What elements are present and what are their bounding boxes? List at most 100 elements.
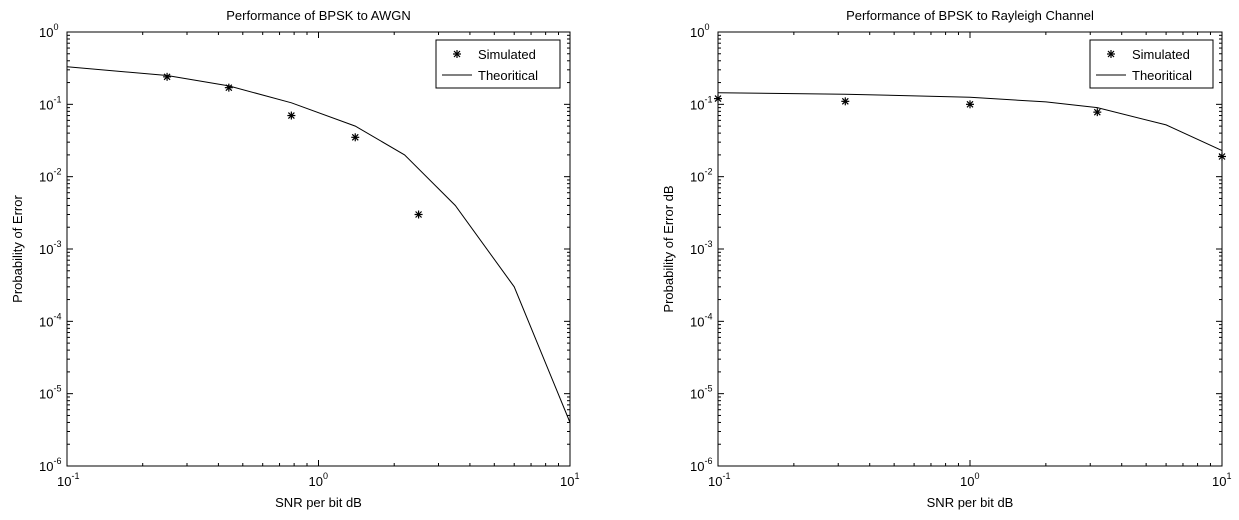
y-tick-base: 10 bbox=[690, 387, 704, 402]
simulated-point bbox=[287, 111, 296, 120]
y-tick-exponent: -5 bbox=[704, 384, 712, 394]
y-tick-exponent: -3 bbox=[704, 239, 712, 249]
y-tick-exponent: -2 bbox=[53, 167, 61, 177]
y-axis-label: Probability of Error dB bbox=[661, 185, 676, 312]
simulated-point bbox=[351, 133, 360, 142]
theoretical-curve bbox=[67, 66, 570, 423]
y-tick-label: 10-5 bbox=[690, 384, 712, 402]
y-tick-label: 10-5 bbox=[39, 384, 61, 402]
marker-stroke bbox=[1093, 108, 1101, 116]
y-tick-base: 10 bbox=[39, 314, 53, 329]
marker-stroke bbox=[841, 97, 849, 105]
x-tick-label: 100 bbox=[309, 471, 328, 489]
x-tick-label: 100 bbox=[960, 471, 979, 489]
y-tick-exponent: 0 bbox=[704, 22, 709, 32]
x-axis-label: SNR per bit dB bbox=[275, 495, 362, 510]
marker-stroke bbox=[163, 73, 171, 81]
marker-stroke bbox=[351, 133, 359, 141]
simulated-point bbox=[714, 94, 722, 103]
y-tick-label: 10-6 bbox=[39, 456, 61, 474]
legend-marker-swatch bbox=[1107, 50, 1115, 58]
simulated-point bbox=[841, 97, 850, 106]
y-tick-base: 10 bbox=[690, 25, 704, 40]
y-tick-exponent: -5 bbox=[53, 384, 61, 394]
y-tick-label: 10-4 bbox=[690, 311, 712, 329]
x-tick-exponent: 0 bbox=[974, 471, 979, 481]
simulated-point bbox=[1093, 108, 1102, 117]
y-tick-base: 10 bbox=[690, 170, 704, 185]
marker-stroke bbox=[966, 100, 974, 108]
y-tick-exponent: -6 bbox=[53, 456, 61, 466]
y-tick-exponent: 0 bbox=[53, 22, 58, 32]
y-tick-label: 10-4 bbox=[39, 311, 61, 329]
y-tick-base: 10 bbox=[39, 170, 53, 185]
x-tick-exponent: 0 bbox=[323, 471, 328, 481]
y-tick-label: 10-1 bbox=[39, 94, 61, 112]
x-tick-base: 10 bbox=[960, 474, 974, 489]
x-tick-label: 101 bbox=[1212, 471, 1231, 489]
x-tick-base: 10 bbox=[57, 474, 71, 489]
marker-stroke bbox=[1107, 50, 1115, 58]
legend-entry-label: Simulated bbox=[478, 47, 536, 62]
x-tick-exponent: -1 bbox=[722, 471, 730, 481]
y-tick-label: 10-3 bbox=[39, 239, 61, 257]
y-tick-base: 10 bbox=[690, 242, 704, 257]
minor-ticks bbox=[67, 32, 570, 466]
x-axis-label: SNR per bit dB bbox=[927, 495, 1014, 510]
y-tick-exponent: -6 bbox=[704, 456, 712, 466]
simulated-point bbox=[224, 83, 233, 92]
legend-box bbox=[1089, 39, 1214, 89]
chart-panel-1: 10-1 100 10110-610-510-410-310-210-1100Per… bbox=[10, 8, 579, 510]
legend: Simulated Theoritical bbox=[435, 39, 561, 89]
simulated-point bbox=[163, 72, 172, 81]
y-tick-label: 10-3 bbox=[690, 239, 712, 257]
y-tick-base: 10 bbox=[39, 25, 53, 40]
y-tick-exponent: -4 bbox=[53, 311, 61, 321]
marker-stroke bbox=[1218, 153, 1226, 160]
legend-marker-swatch bbox=[453, 50, 461, 58]
y-tick-base: 10 bbox=[39, 459, 53, 474]
plot-contents bbox=[718, 92, 1222, 151]
minor-ticks bbox=[718, 32, 1222, 466]
y-tick-label: 10-2 bbox=[690, 167, 712, 185]
y-axis-label: Probability of Error bbox=[10, 195, 25, 303]
y-tick-label: 10-2 bbox=[39, 167, 61, 185]
y-tick-base: 10 bbox=[690, 97, 704, 112]
x-tick-base: 10 bbox=[708, 474, 722, 489]
marker-stroke bbox=[453, 50, 461, 58]
chart-title: Performance of BPSK to AWGN bbox=[226, 8, 410, 23]
legend-entry-label: Theoritical bbox=[1132, 68, 1192, 83]
simulated-point bbox=[1218, 152, 1226, 161]
y-tick-exponent: -3 bbox=[53, 239, 61, 249]
y-tick-base: 10 bbox=[690, 459, 704, 474]
chart-title: Performance of BPSK to Rayleigh Channel bbox=[846, 8, 1094, 23]
marker-stroke bbox=[415, 211, 423, 218]
simulated-point bbox=[966, 100, 974, 109]
y-tick-base: 10 bbox=[690, 314, 704, 329]
y-tick-base: 10 bbox=[39, 387, 53, 402]
x-tick-base: 10 bbox=[560, 474, 574, 489]
plot-contents bbox=[67, 66, 570, 423]
marker-stroke bbox=[225, 84, 233, 92]
theoretical-curve bbox=[718, 92, 1222, 151]
y-tick-base: 10 bbox=[39, 97, 53, 112]
y-tick-label: 10-1 bbox=[690, 94, 712, 112]
marker-stroke bbox=[287, 112, 295, 119]
chart-panel-2: 10-1 100 10110-610-510-410-310-210-1100Per… bbox=[661, 8, 1231, 510]
y-tick-exponent: -4 bbox=[704, 311, 712, 321]
legend-entry-label: Theoritical bbox=[478, 68, 538, 83]
simulated-point bbox=[414, 210, 423, 219]
y-tick-label: 100 bbox=[690, 22, 709, 40]
x-tick-exponent: 1 bbox=[1226, 471, 1231, 481]
x-tick-base: 10 bbox=[309, 474, 323, 489]
y-tick-base: 10 bbox=[39, 242, 53, 257]
y-tick-exponent: -1 bbox=[704, 94, 712, 104]
y-tick-label: 100 bbox=[39, 22, 58, 40]
legend-entry-label: Simulated bbox=[1132, 47, 1190, 62]
x-tick-base: 10 bbox=[1212, 474, 1226, 489]
x-tick-exponent: -1 bbox=[71, 471, 79, 481]
x-tick-label: 10-1 bbox=[57, 471, 79, 489]
marker-stroke bbox=[714, 95, 722, 103]
y-tick-label: 10-6 bbox=[690, 456, 712, 474]
